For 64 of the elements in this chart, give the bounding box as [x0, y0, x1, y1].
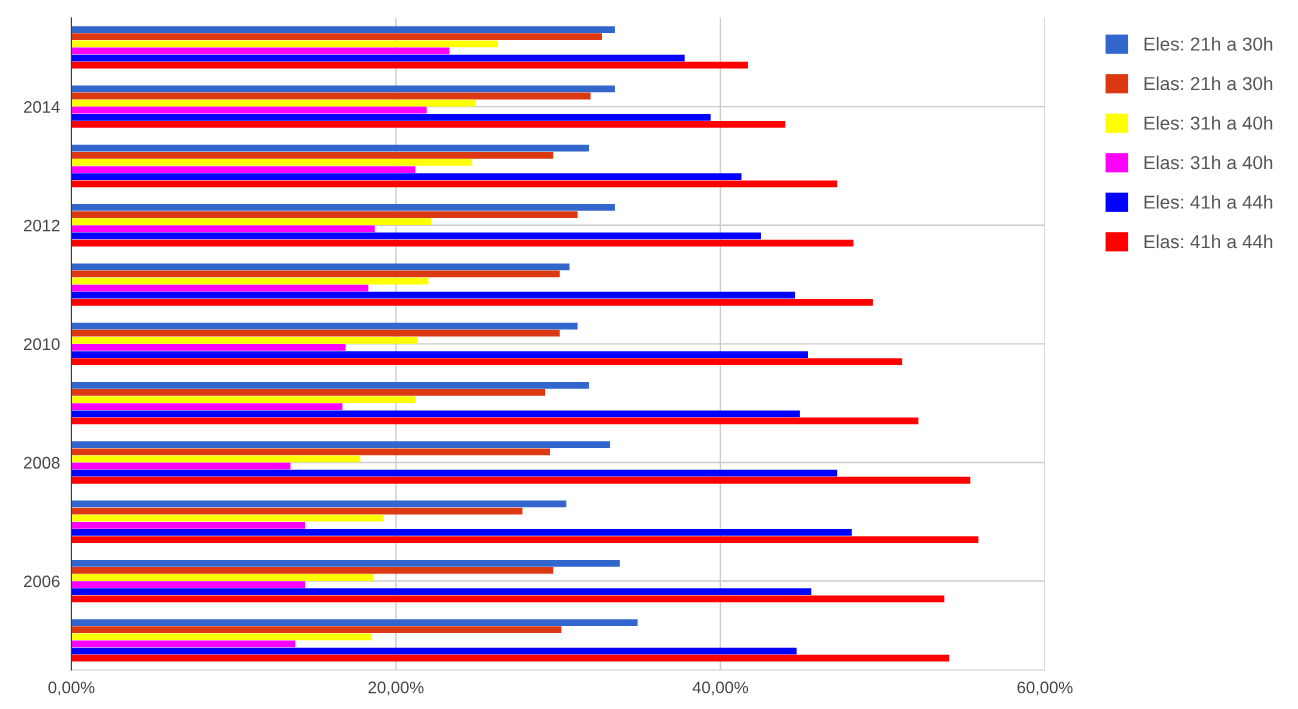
bar	[71, 581, 306, 588]
x-tick-label: 0,00%	[48, 681, 95, 696]
bar	[71, 441, 611, 449]
bar	[71, 33, 602, 41]
bar	[71, 619, 638, 626]
bar	[71, 389, 546, 396]
y-tick-label: 2006	[24, 575, 60, 588]
bar	[71, 448, 551, 456]
legend-label: Elas: 41h a 44h	[1144, 234, 1273, 249]
legend-label: Elas: 21h a 30h	[1144, 76, 1273, 91]
bar	[71, 654, 950, 662]
legend-label: Eles: 21h a 30h	[1144, 36, 1273, 51]
bar	[71, 633, 372, 641]
bar	[71, 358, 903, 366]
bar	[71, 336, 417, 344]
x-tick-label: 20,00%	[368, 681, 424, 696]
x-tick-label: 60,00%	[1017, 681, 1073, 696]
legend-label: Elas: 31h a 40h	[1144, 155, 1273, 170]
bar	[71, 521, 306, 529]
y-tick-label: 2008	[24, 456, 60, 469]
bar	[71, 26, 615, 33]
bar	[71, 40, 499, 48]
legend-label: Eles: 31h a 40h	[1144, 115, 1273, 130]
bar	[71, 514, 383, 522]
bar	[71, 113, 711, 121]
bar	[71, 291, 796, 299]
bar	[71, 166, 416, 173]
bar	[71, 218, 432, 226]
bar	[71, 559, 620, 567]
x-tick-label: 40,00%	[692, 681, 749, 696]
y-tick-label: 2012	[24, 219, 60, 232]
bar	[71, 381, 589, 389]
bar	[71, 298, 873, 306]
bar	[71, 351, 808, 358]
bar	[71, 144, 589, 152]
bar	[71, 469, 838, 477]
bar	[71, 344, 346, 351]
y-tick-label: 2014	[24, 101, 60, 113]
legend-label: Eles: 41h a 44h	[1144, 195, 1273, 209]
bar	[71, 121, 786, 128]
bar	[71, 61, 748, 69]
bar	[71, 403, 343, 411]
bar	[71, 284, 369, 292]
bar	[71, 204, 615, 211]
bar	[71, 476, 971, 484]
bar	[71, 225, 375, 233]
bar	[71, 396, 416, 403]
bar	[71, 567, 554, 574]
bar	[71, 159, 473, 166]
bar	[71, 588, 812, 596]
bar	[71, 410, 800, 418]
bar	[71, 626, 562, 634]
bar	[71, 173, 742, 181]
bar	[71, 106, 427, 114]
bar	[71, 574, 374, 581]
bar	[71, 151, 554, 159]
bar	[71, 211, 578, 218]
bar	[71, 536, 979, 543]
y-tick-label: 2010	[24, 338, 60, 351]
bar	[71, 263, 570, 271]
bar	[71, 595, 945, 603]
bar	[71, 329, 560, 337]
bar	[71, 529, 852, 536]
bar	[71, 180, 838, 188]
